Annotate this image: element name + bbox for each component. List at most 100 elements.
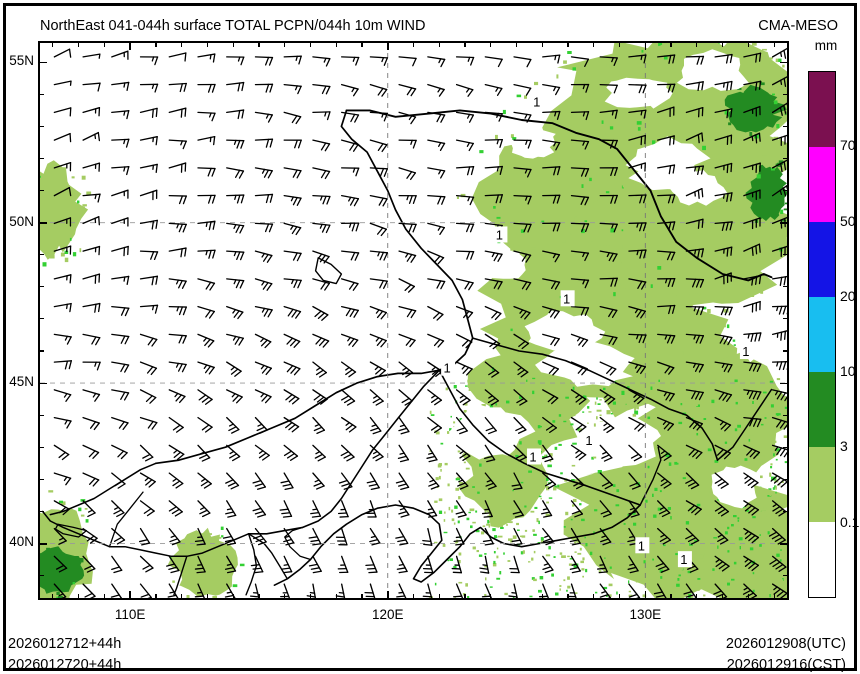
- barb-full-10: [177, 363, 183, 372]
- barb-shaft: [197, 135, 216, 141]
- wind-barb: [197, 416, 213, 433]
- precip-speckle: [84, 508, 88, 510]
- barb-full-10: [225, 511, 235, 515]
- precip-region-0.1: [683, 508, 787, 598]
- precip-speckle: [719, 569, 723, 571]
- barb-full-10: [348, 338, 355, 346]
- barb-shaft: [427, 527, 433, 546]
- barb-shaft: [312, 194, 331, 198]
- barb-shaft: [743, 444, 761, 454]
- barb-full-10: [146, 366, 154, 374]
- wind-barb: [250, 555, 264, 574]
- barb-shaft: [628, 162, 646, 169]
- barb-full-10: [204, 426, 213, 433]
- precip-speckle: [634, 410, 639, 415]
- barb-full-10: [499, 165, 503, 175]
- barb-full-10: [267, 114, 273, 123]
- precip-speckle: [82, 204, 87, 207]
- lon-minor-tick: [593, 594, 595, 599]
- wind-barb: [168, 527, 181, 546]
- barb-shaft: [743, 52, 762, 58]
- barb-full-10: [182, 140, 187, 150]
- wind-barb: [226, 278, 245, 289]
- wind-barb: [570, 278, 590, 289]
- barb-full-10: [526, 58, 532, 68]
- barb-full-10: [349, 142, 355, 151]
- barb-full-10: [292, 169, 298, 178]
- barb-shaft: [714, 416, 732, 426]
- barb-full-10: [728, 306, 733, 316]
- lon-minor-tick: [232, 594, 234, 599]
- precip-speckle: [640, 391, 644, 394]
- precip-speckle: [680, 532, 684, 535]
- precipitation-colorbar[interactable]: [808, 71, 836, 598]
- barb-full-10: [426, 511, 436, 515]
- wind-barb: [340, 194, 360, 207]
- wind-barb: [427, 389, 443, 406]
- barb-shaft: [599, 500, 612, 515]
- barb-shaft: [628, 249, 647, 252]
- barb-shaft: [743, 583, 758, 597]
- barb-full-10: [94, 303, 97, 313]
- barb-shaft: [111, 361, 130, 366]
- barb-half-5: [744, 558, 750, 563]
- barb-full-10: [758, 80, 762, 90]
- wind-barb: [53, 217, 72, 227]
- precip-speckle: [640, 528, 644, 531]
- precip-speckle: [626, 469, 629, 472]
- precip-speckle: [506, 520, 510, 523]
- barb-half-5: [176, 306, 180, 312]
- barb-full-10: [355, 56, 360, 66]
- wind-barb: [657, 135, 675, 146]
- barb-shaft: [312, 444, 326, 458]
- precip-speckle: [79, 248, 82, 253]
- precip-speckle: [40, 175, 41, 178]
- barb-shaft: [369, 139, 388, 146]
- precip-speckle: [735, 595, 738, 598]
- barb-full-10: [608, 308, 614, 318]
- barb-full-10: [613, 139, 618, 149]
- barb-full-10: [279, 508, 289, 511]
- precip-speckle: [775, 476, 777, 482]
- precip-speckle: [785, 202, 787, 205]
- barb-full-10: [383, 168, 389, 177]
- wind-barb: [308, 527, 322, 546]
- barb-full-10: [575, 396, 584, 403]
- precip-speckle: [577, 517, 581, 522]
- wind-barb: [771, 360, 787, 371]
- precip-speckle: [767, 495, 772, 497]
- precip-speckle: [597, 403, 601, 405]
- precip-speckle: [718, 469, 722, 473]
- barb-full-10: [726, 109, 729, 119]
- lon-minor-tick: [52, 42, 54, 47]
- barb-half-5: [495, 86, 499, 92]
- wind-barb: [599, 194, 618, 204]
- lon-minor-tick: [155, 594, 157, 599]
- barb-full-10: [783, 49, 787, 59]
- barb-full-10: [355, 222, 360, 232]
- precip-speckle: [635, 72, 640, 77]
- precip-speckle: [591, 301, 597, 304]
- barb-full-10: [207, 340, 215, 348]
- wind-barb: [768, 527, 786, 545]
- precip-speckle: [506, 400, 510, 404]
- wind-barb: [714, 162, 733, 174]
- barb-full-10: [145, 567, 154, 573]
- barb-full-10: [348, 426, 357, 433]
- precip-speckle: [216, 536, 222, 539]
- wind-barb: [569, 527, 581, 546]
- barb-shaft: [685, 416, 703, 425]
- precip-speckle: [526, 390, 530, 394]
- barb-half-5: [260, 392, 265, 398]
- barb-full-10: [690, 484, 700, 490]
- barb-shaft: [139, 361, 158, 369]
- wind-barb: [542, 305, 560, 319]
- barb-shaft: [542, 527, 555, 543]
- barb-full-10: [687, 537, 697, 543]
- barb-shaft: [542, 389, 559, 399]
- wind-barb: [53, 132, 72, 143]
- barb-shaft: [312, 167, 331, 173]
- barb-shaft: [455, 166, 475, 169]
- barb-full-10: [440, 114, 446, 123]
